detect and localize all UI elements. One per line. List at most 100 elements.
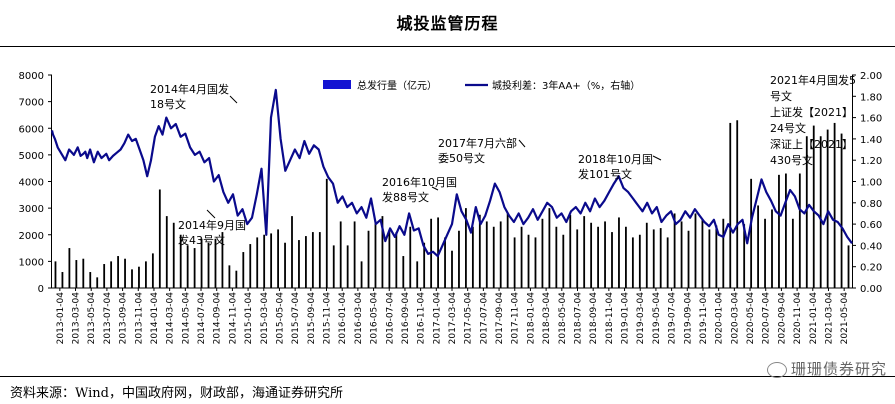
bar (256, 237, 259, 288)
bar (221, 232, 224, 288)
x-tick-label: 2020-09-04 (777, 292, 787, 345)
x-axis: 2013-01-04 2013-03-04 2013-05-04 2013-07-04… (56, 288, 850, 344)
bar (270, 233, 273, 288)
annotation-text: 2021年4月国发5 (770, 73, 856, 87)
x-tick-label: 2019-09-04 (683, 292, 693, 345)
x-tick-label: 2013-09-04 (119, 292, 129, 345)
x-tick-label: 2020-05-04 (746, 292, 756, 345)
bar (117, 256, 119, 288)
bar (694, 213, 697, 288)
annotation-text: 24号文 (770, 121, 806, 135)
annotation-text: 发88号文 (382, 190, 429, 204)
bar (291, 216, 293, 288)
annotation-text: 18号文 (150, 97, 186, 111)
annotation-text: 上证发【2021】 (770, 105, 853, 119)
bar (645, 222, 648, 288)
bar (458, 230, 460, 288)
bar (715, 225, 718, 288)
bar (729, 122, 732, 288)
annotation-pointer (652, 155, 662, 161)
right-tick-label: 1.60 (860, 114, 882, 125)
x-tick-label: 2013-11-04 (134, 292, 144, 345)
bar (228, 265, 231, 288)
bar (444, 237, 446, 288)
x-tick-label: 2018-07-04 (573, 292, 583, 345)
watermark: 珊珊债券研究 (766, 358, 887, 379)
bar (812, 125, 815, 289)
bar (597, 226, 599, 288)
bar (471, 226, 474, 288)
annotation-text: 号文 (770, 89, 792, 103)
legend-line-label: 城投利差：3年AA+（%，右轴） (492, 79, 640, 92)
bar (506, 213, 509, 288)
wechat-icon (766, 361, 787, 378)
x-tick-label: 2018-03-04 (542, 292, 552, 345)
bar (325, 178, 328, 288)
bar (277, 229, 279, 288)
right-tick-label: 1.80 (860, 92, 882, 103)
bar (791, 218, 794, 288)
bar (631, 237, 634, 288)
bar (374, 221, 377, 288)
bar (673, 213, 676, 288)
x-tick-label: 2015-05-04 (275, 292, 285, 345)
bar (638, 234, 641, 288)
bar (805, 136, 808, 288)
bar (499, 221, 502, 288)
annotation-text: 2014年9月国 (178, 218, 246, 232)
bar (583, 216, 586, 288)
x-tick-label: 2013-05-04 (87, 292, 97, 345)
bar (318, 232, 321, 288)
x-tick-label: 2019-01-04 (621, 292, 631, 345)
bar (249, 244, 252, 288)
x-tick-label: 2014-07-04 (197, 292, 207, 345)
bar (172, 222, 175, 288)
bar (381, 216, 384, 288)
x-tick-label: 2018-01-04 (526, 292, 536, 345)
bar (492, 226, 495, 288)
bar (110, 261, 113, 288)
bar (562, 234, 565, 288)
annotation-pointer (206, 209, 216, 219)
source-note: 资料来源：Wind，中国政府网，财政部，海通证券研究所 (10, 386, 343, 401)
right-tick-label: 1.00 (860, 178, 882, 189)
bar (465, 208, 467, 288)
bar (485, 221, 488, 288)
bar (353, 221, 356, 288)
x-tick-label: 2016-07-04 (385, 292, 395, 345)
annotation-text: 2017年7月六部 (438, 136, 517, 150)
right-axis: 0.00 0.20 0.40 0.60 0.80 1.00 1.20 1.40 1.60 1.80… (852, 71, 882, 295)
bar (402, 256, 405, 288)
x-tick-label: 2019-05-04 (652, 292, 662, 345)
x-tick-label: 2018-09-04 (589, 292, 599, 345)
right-tick-label: 0.20 (860, 263, 882, 274)
x-tick-label: 2017-01-04 (432, 292, 442, 345)
bar (423, 242, 426, 288)
x-tick-label: 2019-07-04 (668, 292, 678, 345)
x-tick-label: 2020-03-04 (730, 292, 740, 345)
bar (54, 261, 57, 288)
bar (604, 221, 606, 288)
annotation-text: 深证上【2021】 (770, 138, 853, 151)
bar (757, 205, 759, 288)
bar (131, 269, 133, 288)
right-tick-label: 0.60 (860, 220, 882, 231)
line-series (50, 88, 853, 258)
bar (541, 218, 544, 288)
x-tick-label: 2016-05-04 (370, 292, 380, 345)
x-tick-label: 2018-05-04 (558, 292, 568, 345)
bar (722, 218, 725, 288)
bar (764, 218, 766, 288)
bar (367, 230, 370, 288)
bar (179, 234, 182, 288)
x-tick-label: 2014-11-04 (228, 292, 238, 345)
page-title: 城投监管历程 (396, 14, 499, 33)
bar (833, 122, 836, 288)
legend: 总发行量（亿元） 城投利差：3年AA+（%，右轴） (323, 79, 640, 92)
x-tick-label: 2015-07-04 (291, 292, 301, 345)
x-tick-label: 2019-03-04 (636, 292, 646, 345)
bar (826, 129, 829, 288)
legend-bar-swatch (323, 80, 351, 89)
